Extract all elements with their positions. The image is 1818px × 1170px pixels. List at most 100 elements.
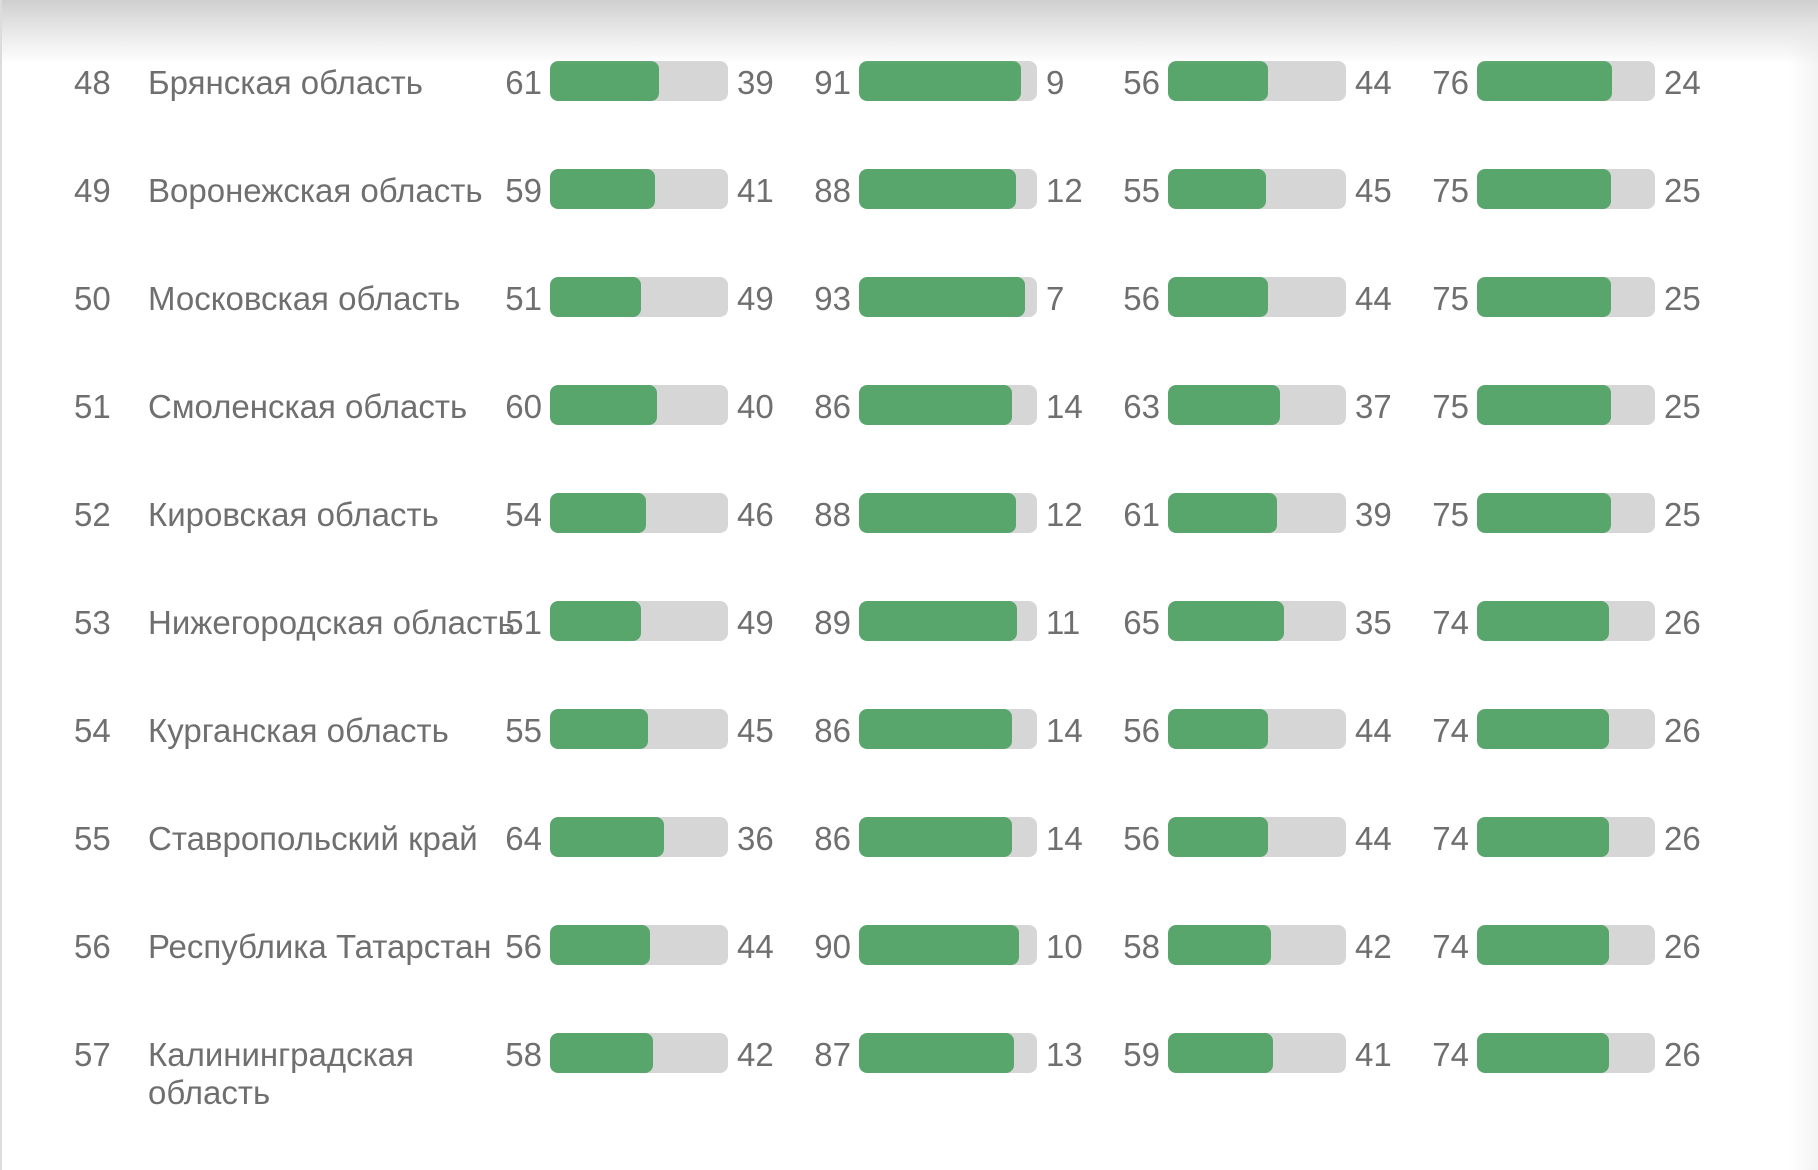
metric-cell-2: 87 13 (805, 1033, 1105, 1077)
metric-cell-4: 75 25 (1423, 385, 1723, 429)
metric-negative-value: 7 (1046, 280, 1065, 317)
metric-positive-value: 56 (1123, 712, 1160, 749)
metric-bar-track (1477, 925, 1655, 965)
metric-positive-value: 86 (814, 820, 851, 857)
metric-positive-value: 56 (1123, 64, 1160, 101)
metric-bar-track (859, 1033, 1037, 1073)
metric-positive-value: 51 (505, 604, 542, 641)
metric-negative-value: 25 (1664, 280, 1701, 317)
metric-bar-fill (1477, 709, 1609, 749)
metric-bar-track (859, 817, 1037, 857)
row-rank: 49 (74, 172, 111, 209)
table-row: 57 Калининградская область 58 42 87 13 59 41 74 2… (2, 1033, 1818, 1141)
metric-bar-fill (1477, 169, 1611, 209)
metric-negative-value: 42 (1355, 928, 1392, 965)
metric-bar-track (1477, 493, 1655, 533)
metric-bar-fill (859, 601, 1018, 641)
table-row: 56 Республика Татарстан 56 44 90 10 58 42 74 26 (2, 925, 1818, 1033)
metric-positive-value: 75 (1432, 388, 1469, 425)
metric-bar-track (859, 493, 1037, 533)
metric-bar-track (1168, 61, 1346, 101)
metric-negative-value: 44 (737, 928, 774, 965)
metric-bar-fill (1168, 1033, 1274, 1073)
metric-negative-value: 26 (1664, 820, 1701, 857)
metric-cell-4: 74 26 (1423, 709, 1723, 753)
metric-negative-value: 44 (1355, 64, 1392, 101)
metric-positive-value: 63 (1123, 388, 1160, 425)
metric-bar-track (550, 601, 728, 641)
metric-bar-track (1477, 277, 1655, 317)
metric-negative-value: 45 (737, 712, 774, 749)
metric-cell-1: 60 40 (496, 385, 796, 429)
metric-negative-value: 13 (1046, 1036, 1083, 1073)
metric-positive-value: 74 (1432, 928, 1469, 965)
metric-bar-fill (1477, 385, 1611, 425)
metric-positive-value: 56 (1123, 280, 1160, 317)
metric-cell-2: 90 10 (805, 925, 1105, 969)
metric-bar-fill (1477, 1033, 1609, 1073)
metric-negative-value: 14 (1046, 712, 1083, 749)
metric-positive-value: 55 (505, 712, 542, 749)
metric-positive-value: 88 (814, 172, 851, 209)
row-region-name: Кировская область (148, 496, 439, 533)
metric-bar-track (550, 277, 728, 317)
metric-bar-fill (1168, 277, 1268, 317)
metric-negative-value: 44 (1355, 820, 1392, 857)
metric-positive-value: 75 (1432, 496, 1469, 533)
metric-cell-4: 76 24 (1423, 61, 1723, 105)
metric-bar-fill (859, 709, 1013, 749)
metric-bar-track (550, 169, 728, 209)
metric-cell-4: 74 26 (1423, 925, 1723, 969)
metric-positive-value: 56 (505, 928, 542, 965)
metric-bar-track (859, 277, 1037, 317)
metric-negative-value: 41 (1355, 1036, 1392, 1073)
metric-negative-value: 25 (1664, 496, 1701, 533)
metric-bar-track (550, 709, 728, 749)
table-row: 55 Ставропольский край 64 36 86 14 56 44 74 26 (2, 817, 1818, 925)
metric-negative-value: 44 (1355, 280, 1392, 317)
metric-negative-value: 37 (1355, 388, 1392, 425)
metric-bar-track (550, 493, 728, 533)
metric-bar-track (1477, 817, 1655, 857)
metric-negative-value: 40 (737, 388, 774, 425)
metric-cell-4: 75 25 (1423, 493, 1723, 537)
metric-bar-fill (550, 817, 664, 857)
metric-bar-track (1168, 925, 1346, 965)
metric-positive-value: 61 (505, 64, 542, 101)
metric-positive-value: 74 (1432, 604, 1469, 641)
metric-cell-4: 75 25 (1423, 169, 1723, 213)
metric-negative-value: 39 (737, 64, 774, 101)
metric-positive-value: 91 (814, 64, 851, 101)
metric-bar-fill (550, 709, 648, 749)
metric-positive-value: 76 (1432, 64, 1469, 101)
metric-cell-3: 56 44 (1114, 709, 1414, 753)
metric-negative-value: 41 (737, 172, 774, 209)
metric-positive-value: 61 (1123, 496, 1160, 533)
metric-bar-track (550, 925, 728, 965)
metric-positive-value: 51 (505, 280, 542, 317)
metric-bar-track (859, 169, 1037, 209)
metric-cell-1: 61 39 (496, 61, 796, 105)
metric-bar-fill (1168, 169, 1266, 209)
metric-negative-value: 36 (737, 820, 774, 857)
metric-bar-track (859, 709, 1037, 749)
metric-cell-2: 86 14 (805, 709, 1105, 753)
metric-cell-1: 64 36 (496, 817, 796, 861)
row-region-name: Воронежская область (148, 172, 483, 209)
metric-negative-value: 14 (1046, 820, 1083, 857)
metric-negative-value: 25 (1664, 388, 1701, 425)
metric-bar-track (550, 817, 728, 857)
metric-bar-fill (1168, 709, 1268, 749)
metric-positive-value: 58 (1123, 928, 1160, 965)
metric-cell-1: 51 49 (496, 601, 796, 645)
metric-positive-value: 74 (1432, 712, 1469, 749)
metric-cell-1: 56 44 (496, 925, 796, 969)
metric-negative-value: 26 (1664, 1036, 1701, 1073)
metric-cell-3: 58 42 (1114, 925, 1414, 969)
metric-bar-fill (859, 169, 1016, 209)
metric-negative-value: 9 (1046, 64, 1065, 101)
metric-cell-1: 59 41 (496, 169, 796, 213)
row-region-name: Брянская область (148, 64, 423, 101)
metric-bar-fill (1477, 61, 1613, 101)
metric-bar-fill (1168, 601, 1284, 641)
